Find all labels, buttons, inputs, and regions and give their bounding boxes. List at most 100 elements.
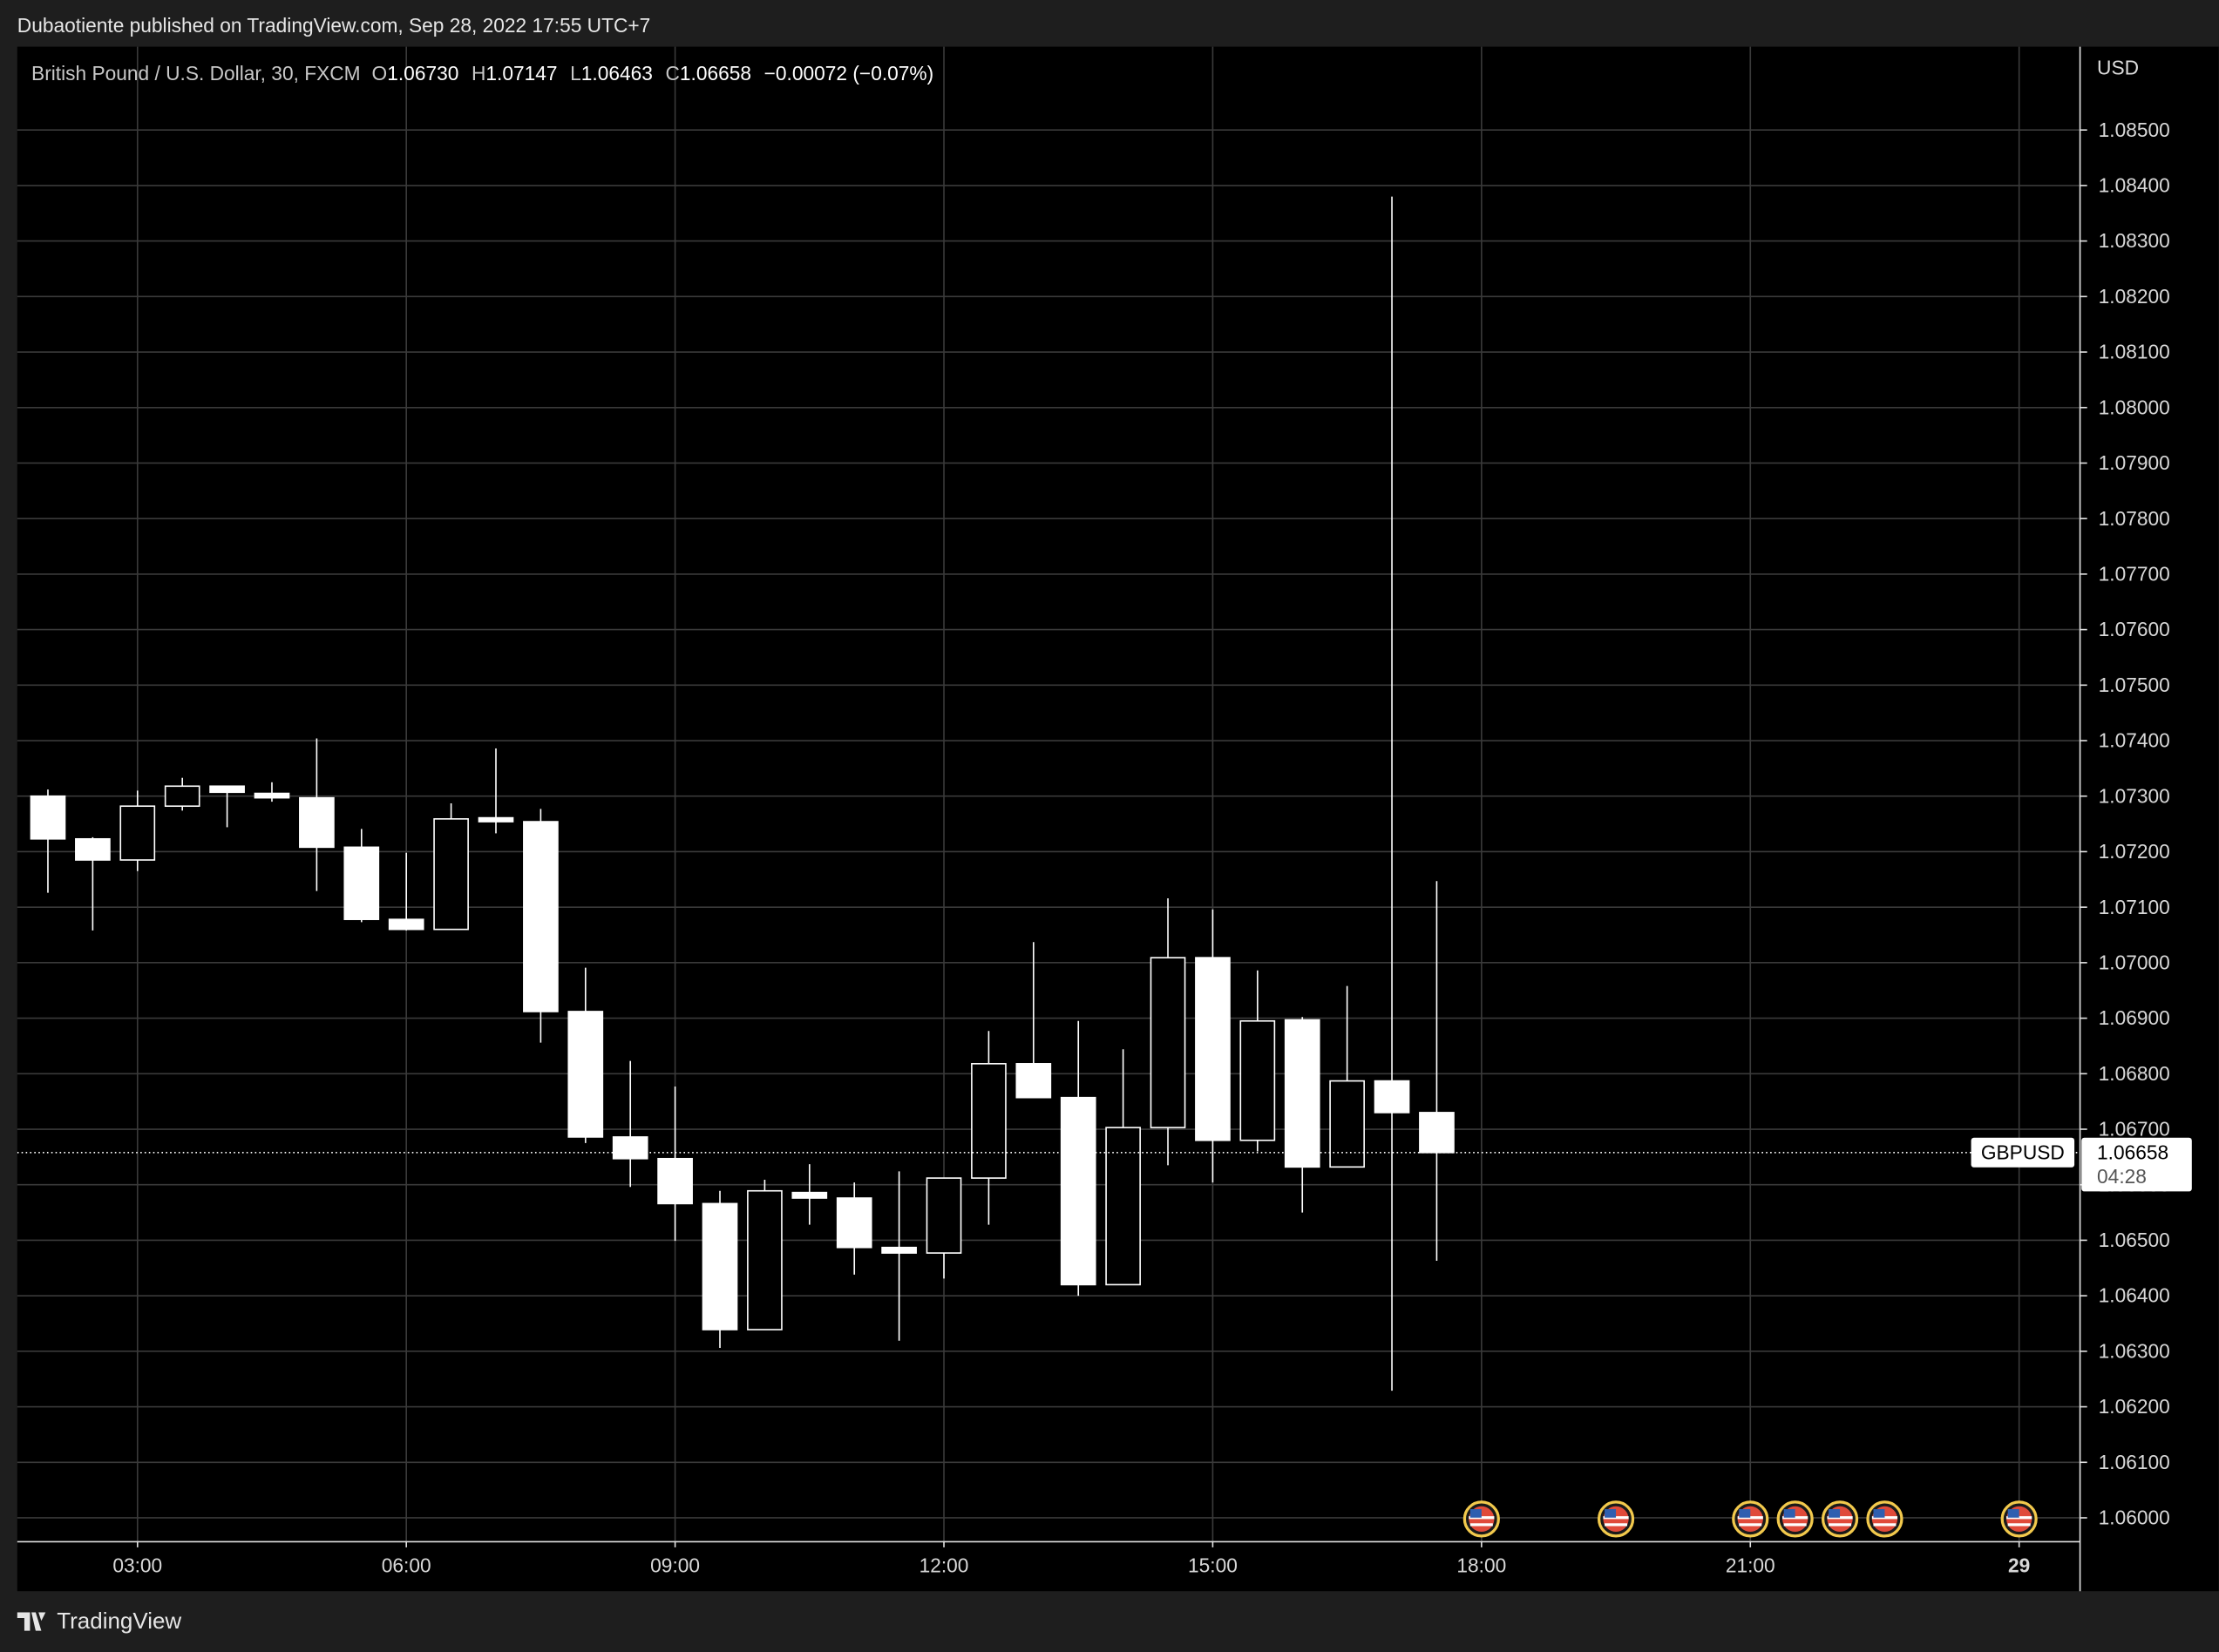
- candle-body: [75, 837, 111, 861]
- legend-key: H: [472, 62, 485, 85]
- legend-key: L: [570, 62, 581, 85]
- legend-key: O: [372, 62, 388, 85]
- symbol-tag-text: GBPUSD: [1981, 1141, 2065, 1163]
- candle-body: [254, 792, 290, 799]
- candle-body: [1150, 957, 1186, 1128]
- logo: [17, 1612, 46, 1631]
- candle-body: [567, 1011, 604, 1138]
- y-tick-label: 1.07100: [2099, 896, 2170, 918]
- y-tick-label: 1.07300: [2099, 784, 2170, 807]
- candle-body: [971, 1063, 1007, 1179]
- legend-change: −0.00072 (−0.07%): [764, 62, 934, 85]
- flag-stripe: [1469, 1523, 1493, 1527]
- candle-body: [299, 796, 335, 849]
- event-marker: [1732, 1500, 1769, 1538]
- candle-body: [612, 1136, 648, 1160]
- event-marker: [1776, 1500, 1814, 1538]
- y-tick-label: 1.07600: [2099, 618, 2170, 640]
- symbol-legend: British Pound / U.S. Dollar, 30, FXCM O1.…: [31, 62, 933, 85]
- legend-symbol: British Pound / U.S. Dollar, 30, FXCM: [31, 62, 361, 85]
- legend-value: 1.06658: [680, 62, 751, 85]
- y-tick-label: 1.06100: [2099, 1451, 2170, 1473]
- y-tick-label: 1.07200: [2099, 840, 2170, 863]
- flag-canton: [1739, 1509, 1751, 1518]
- flag-canton: [1783, 1509, 1795, 1518]
- x-tick-label: 15:00: [1188, 1554, 1238, 1577]
- currency-label: USD: [2097, 57, 2139, 79]
- candle-body: [1015, 1063, 1052, 1099]
- candle-body: [388, 918, 424, 931]
- price-tag-countdown: 04:28: [2097, 1165, 2147, 1188]
- price-tag: [2081, 1137, 2192, 1192]
- chart-panel: [17, 46, 2219, 1592]
- candle-body: [1060, 1096, 1096, 1286]
- candle-body: [926, 1177, 962, 1254]
- candle-body: [523, 821, 559, 1012]
- flag-canton: [1469, 1509, 1482, 1518]
- y-tick-label: 1.06300: [2099, 1339, 2170, 1362]
- publish-info: Dubaotiente published on TradingView.com…: [17, 14, 650, 37]
- candle-body: [343, 846, 380, 920]
- x-tick-label: 12:00: [919, 1554, 969, 1577]
- candle-body: [836, 1197, 872, 1249]
- y-tick-label: 1.06800: [2099, 1062, 2170, 1085]
- candle-body: [791, 1191, 828, 1199]
- y-tick-label: 1.06900: [2099, 1006, 2170, 1029]
- legend-value: 1.07147: [485, 62, 557, 85]
- y-tick-label: 1.06700: [2099, 1118, 2170, 1141]
- y-tick-label: 1.07500: [2099, 674, 2170, 696]
- flag-canton: [1605, 1509, 1617, 1518]
- flag-canton: [1829, 1509, 1841, 1518]
- candle-body: [164, 785, 200, 808]
- candle-body: [30, 795, 66, 840]
- y-tick-label: 1.07000: [2099, 951, 2170, 973]
- candle-body: [1195, 957, 1231, 1141]
- event-marker: [1866, 1500, 1903, 1538]
- candle-body: [1105, 1127, 1141, 1286]
- candle-body: [1374, 1080, 1410, 1114]
- brand: TradingView: [57, 1608, 181, 1634]
- x-tick-label: 09:00: [650, 1554, 700, 1577]
- y-tick-label: 1.08200: [2099, 285, 2170, 308]
- x-tick-label: 21:00: [1726, 1554, 1775, 1577]
- event-marker: [2000, 1500, 2038, 1538]
- y-tick-label: 1.08100: [2099, 341, 2170, 363]
- y-tick-label: 1.07900: [2099, 451, 2170, 474]
- candle-body: [1329, 1080, 1365, 1168]
- event-marker: [1462, 1500, 1500, 1538]
- y-tick-label: 1.06000: [2099, 1506, 2170, 1529]
- grid: [17, 46, 2080, 1542]
- flag-stripe: [2007, 1523, 2031, 1527]
- candle-body: [119, 805, 156, 861]
- footer: TradingView: [17, 1608, 181, 1634]
- legend-value: 1.06730: [387, 62, 458, 85]
- flag-stripe: [1739, 1523, 1762, 1527]
- candle-body: [433, 818, 469, 931]
- y-tick-label: 1.08000: [2099, 396, 2170, 418]
- flag-stripe: [1605, 1523, 1628, 1527]
- candle-body: [657, 1157, 693, 1205]
- x-tick-label: 18:00: [1456, 1554, 1506, 1577]
- plot-area: [17, 196, 2080, 1391]
- y-tick-label: 1.06500: [2099, 1229, 2170, 1251]
- x-tick-label: 06:00: [382, 1554, 431, 1577]
- flag-stripe: [1873, 1523, 1897, 1527]
- flag-stripe: [1783, 1523, 1807, 1527]
- y-tick-label: 1.07700: [2099, 563, 2170, 586]
- candle-body: [209, 785, 245, 794]
- flag-stripe: [1829, 1523, 1852, 1527]
- y-tick-label: 1.07400: [2099, 729, 2170, 752]
- y-tick-label: 1.08400: [2099, 174, 2170, 197]
- candle-body: [747, 1189, 783, 1330]
- y-tick-label: 1.08500: [2099, 118, 2170, 141]
- candle-body: [702, 1202, 738, 1330]
- flag-canton: [1873, 1509, 1885, 1518]
- x-tick-label: 03:00: [112, 1554, 162, 1577]
- candle-body: [478, 816, 514, 823]
- symbol-tag: [1971, 1137, 2075, 1168]
- y-tick-label: 1.07800: [2099, 507, 2170, 530]
- candle-body: [1239, 1019, 1276, 1141]
- event-marker: [1597, 1500, 1635, 1538]
